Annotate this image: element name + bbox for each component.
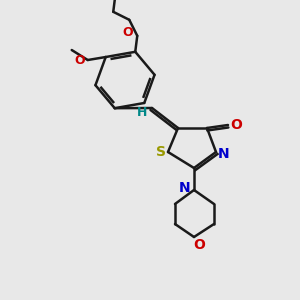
Text: O: O <box>74 53 85 67</box>
Text: H: H <box>137 106 147 118</box>
Text: O: O <box>193 238 205 252</box>
Text: N: N <box>218 147 230 161</box>
Text: S: S <box>156 145 166 159</box>
Text: N: N <box>179 181 191 195</box>
Text: O: O <box>230 118 242 132</box>
Text: O: O <box>122 26 133 39</box>
